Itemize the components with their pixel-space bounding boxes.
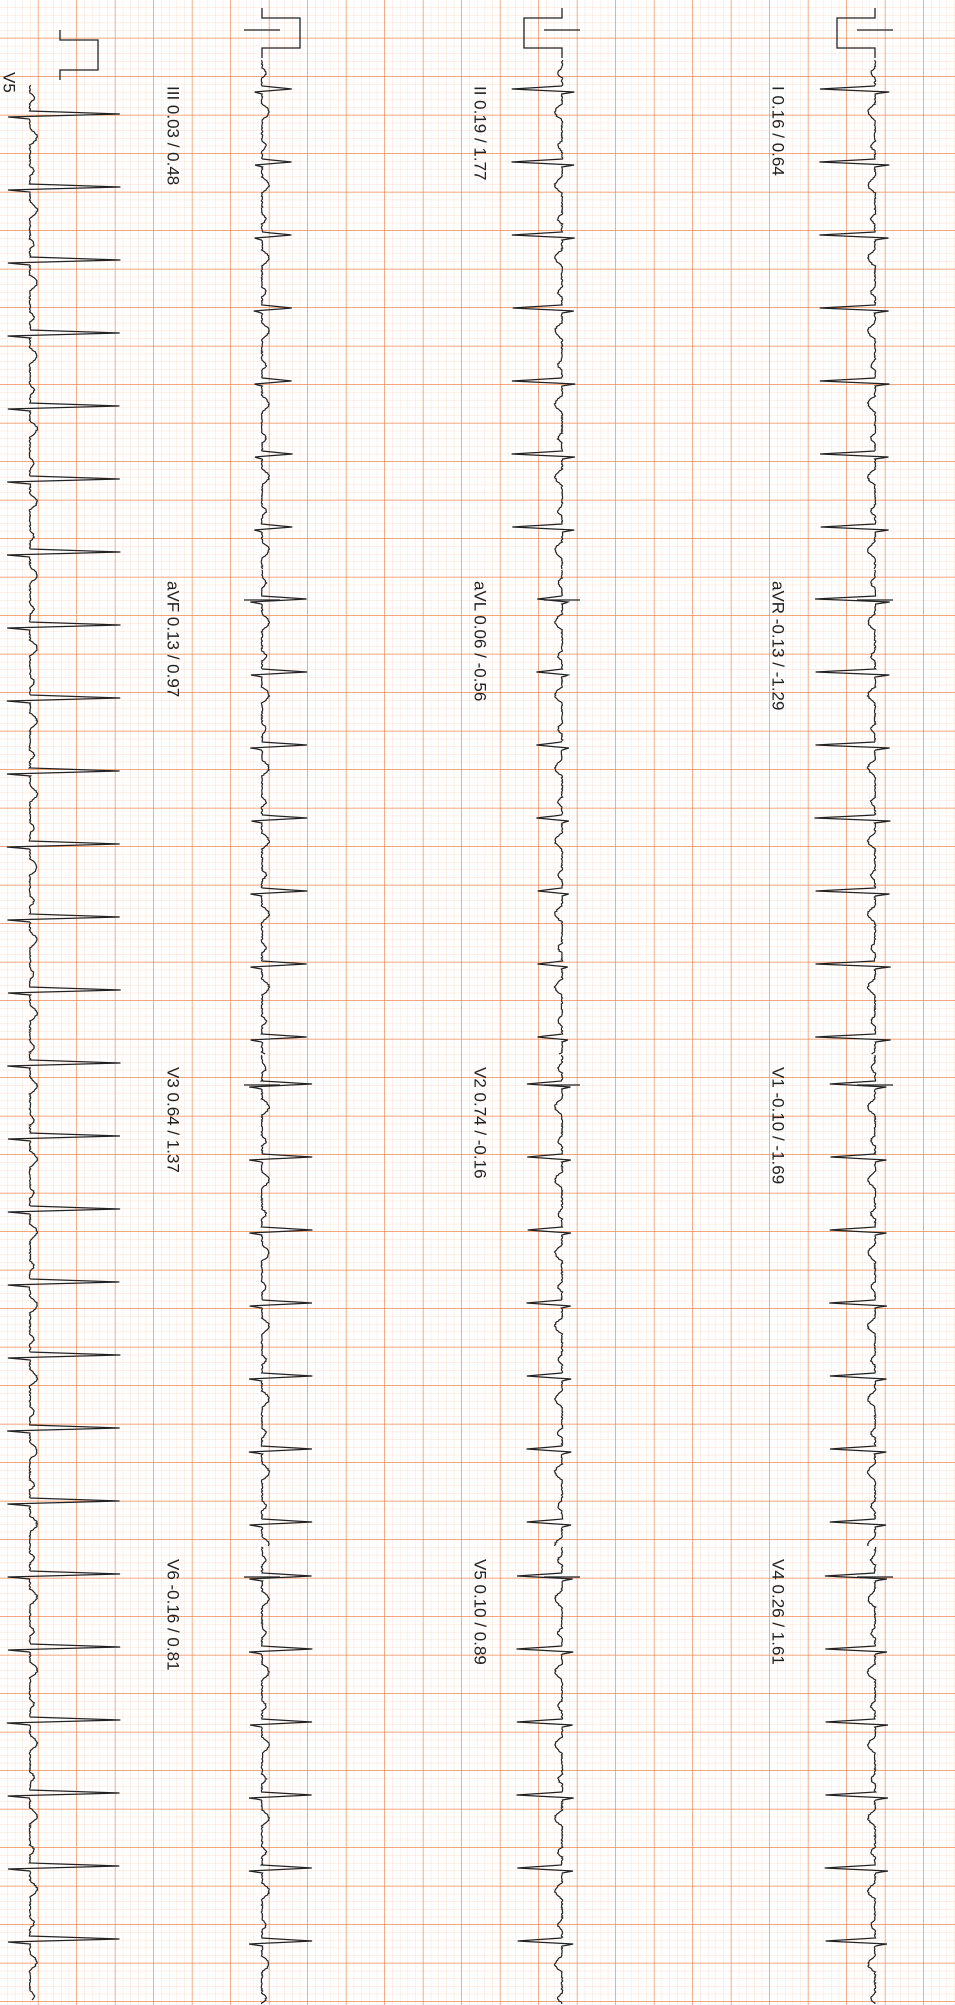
lead-label: V3 0.64 / 1.37 (164, 1067, 183, 1173)
lead-label: V5 0.10 / 0.89 (471, 1559, 490, 1665)
calibration-pulse (261, 8, 301, 58)
rhythm-label: V5 (0, 72, 19, 93)
lead-trace (250, 569, 308, 1055)
lead-label: II 0.19 / 1.77 (471, 86, 490, 181)
lead-trace (526, 1054, 572, 1547)
calibration-pulse (523, 8, 563, 58)
lead-trace (819, 59, 890, 570)
calibration-pulse (836, 8, 876, 58)
rhythm-trace (6, 84, 121, 2001)
lead-label: V4 0.26 / 1.61 (769, 1559, 788, 1665)
lead-trace (829, 1054, 887, 1546)
lead-label: I 0.16 / 0.64 (769, 86, 788, 176)
lead-label: aVL 0.06 / -0.56 (471, 581, 490, 701)
labels: I 0.16 / 0.64 aVR -0.13 / -1.29 V1 -0.10 /… (0, 72, 788, 1671)
lead-trace (248, 1546, 313, 2005)
lead-trace (511, 59, 576, 570)
lead-label: III 0.03 / 0.48 (164, 86, 183, 185)
lead-trace (824, 1547, 889, 2004)
lead-trace (516, 1546, 574, 2005)
lead-label: aVF 0.13 / 0.97 (164, 581, 183, 697)
lead-trace (814, 569, 891, 1055)
traces (6, 8, 893, 2005)
lead-label: V2 0.74 / -0.16 (471, 1067, 490, 1179)
lead-label: V1 -0.10 / -1.69 (769, 1067, 788, 1184)
lead-trace (253, 59, 293, 570)
lead-label: V6 -0.16 / 0.81 (164, 1559, 183, 1671)
lead-label: aVR -0.13 / -1.29 (769, 581, 788, 710)
lead-trace (248, 1054, 313, 1547)
lead-trace (536, 569, 571, 1055)
calibration-pulse (59, 30, 99, 80)
